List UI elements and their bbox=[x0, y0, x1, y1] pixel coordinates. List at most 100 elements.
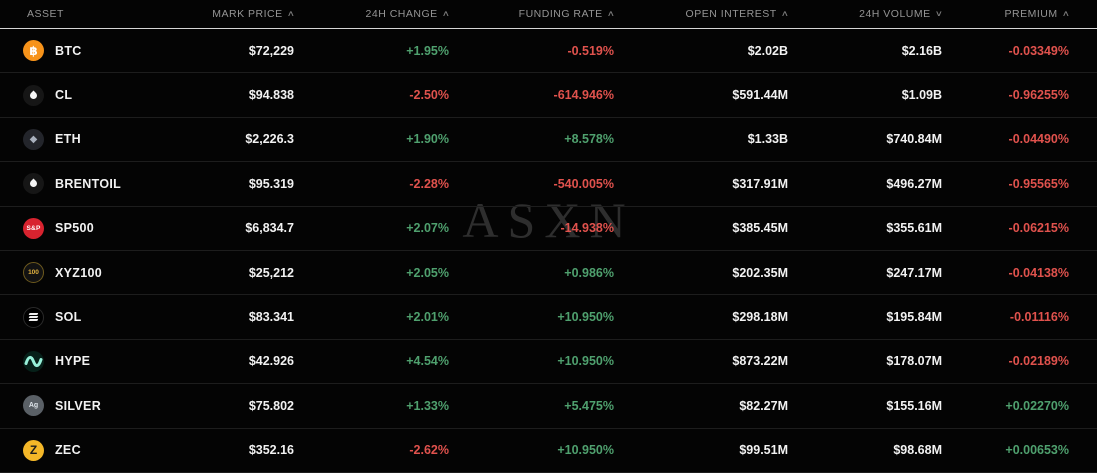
table-header-row: ASSET MARK PRICE ∧ 24H CHANGE ∧ FUNDING … bbox=[0, 0, 1097, 29]
col-header-premium[interactable]: PREMIUM ∧ bbox=[950, 8, 1097, 20]
volume-24h-value: $247.17M bbox=[886, 265, 942, 280]
col-header-asset[interactable]: ASSET bbox=[0, 8, 170, 20]
asset-cell: S&P SP500 bbox=[0, 217, 170, 239]
open-interest-value: $591.44M bbox=[732, 88, 788, 103]
asset-symbol: SOL bbox=[55, 310, 82, 325]
funding-rate-value: -540.005% bbox=[553, 176, 614, 191]
col-header-open-interest-label: OPEN INTEREST bbox=[685, 8, 777, 20]
premium-value: -0.03349% bbox=[1008, 43, 1069, 58]
mark-price-value: $94.838 bbox=[248, 88, 294, 103]
sort-caret-up-icon: ∧ bbox=[780, 9, 790, 18]
table-row[interactable]: CL $94.838 -2.50% -614.946% $591.44M $1.… bbox=[0, 73, 1097, 118]
table-row[interactable]: S&P SP500 $6,834.7 +2.07% -14.938% $385.… bbox=[0, 207, 1097, 251]
asset-cell: Ag SILVER bbox=[0, 395, 170, 417]
asset-symbol: SILVER bbox=[55, 398, 102, 413]
table-row[interactable]: 100 XYZ100 $25,212 +2.05% +0.986% $202.3… bbox=[0, 251, 1097, 296]
mark-price-value: $6,834.7 bbox=[245, 221, 294, 236]
open-interest-value: $298.18M bbox=[732, 310, 788, 325]
sort-caret-up-icon: ∧ bbox=[441, 9, 451, 18]
mark-price-value: $72,229 bbox=[248, 43, 294, 58]
col-header-mark-price-label: MARK PRICE bbox=[212, 8, 283, 20]
col-header-asset-label: ASSET bbox=[27, 8, 64, 20]
funding-rate-value: +10.950% bbox=[557, 310, 614, 325]
premium-value: +0.00653% bbox=[1005, 443, 1069, 458]
asset-cell: HYPE bbox=[0, 350, 170, 372]
asset-symbol: BRENTOIL bbox=[55, 176, 122, 191]
premium-value: +0.02270% bbox=[1005, 398, 1069, 413]
funding-rate-value: -0.519% bbox=[567, 43, 614, 58]
premium-value: -0.95565% bbox=[1008, 176, 1069, 191]
premium-value: -0.06215% bbox=[1008, 221, 1069, 236]
col-header-open-interest[interactable]: OPEN INTEREST ∧ bbox=[622, 8, 796, 20]
asset-cell: ฿ BTC bbox=[0, 40, 170, 62]
asset-symbol: ZEC bbox=[55, 443, 81, 458]
open-interest-value: $99.51M bbox=[739, 443, 788, 458]
watermark: ASXN bbox=[462, 192, 635, 248]
table-row[interactable]: BRENTOIL $95.319 -2.28% -540.005% $317.9… bbox=[0, 162, 1097, 207]
oil-drop-icon bbox=[23, 84, 44, 106]
asset-cell: ◆ ETH bbox=[0, 128, 170, 150]
col-header-funding-rate[interactable]: FUNDING RATE ∧ bbox=[457, 8, 622, 20]
oil-drop-icon bbox=[23, 173, 44, 195]
funding-rate-value: +10.950% bbox=[557, 354, 614, 369]
asset-symbol: CL bbox=[55, 88, 73, 103]
mark-price-value: $95.319 bbox=[248, 176, 294, 191]
volume-24h-value: $178.07M bbox=[886, 354, 942, 369]
open-interest-value: $1.33B bbox=[747, 132, 788, 147]
asset-cell: CL bbox=[0, 84, 170, 106]
funding-rate-value: +8.578% bbox=[564, 132, 614, 147]
asset-symbol: HYPE bbox=[55, 354, 91, 369]
change-24h-value: +1.95% bbox=[406, 43, 449, 58]
change-24h-value: +1.33% bbox=[406, 398, 449, 413]
col-header-funding-rate-label: FUNDING RATE bbox=[518, 8, 603, 20]
table-row[interactable]: ◆ ETH $2,226.3 +1.90% +8.578% $1.33B $74… bbox=[0, 118, 1097, 163]
open-interest-value: $82.27M bbox=[739, 398, 788, 413]
funding-rate-value: -614.946% bbox=[553, 88, 614, 103]
open-interest-value: $2.02B bbox=[747, 43, 788, 58]
asset-symbol: XYZ100 bbox=[55, 265, 102, 280]
table-row[interactable]: Ag SILVER $75.802 +1.33% +5.475% $82.27M… bbox=[0, 384, 1097, 429]
zec-icon: Z bbox=[23, 439, 44, 461]
mark-price-value: $352.16 bbox=[248, 443, 294, 458]
volume-24h-value: $98.68M bbox=[893, 443, 942, 458]
change-24h-value: +2.01% bbox=[406, 310, 449, 325]
asset-symbol: ETH bbox=[55, 132, 81, 147]
col-header-24h-volume[interactable]: 24H VOLUME ∨ bbox=[796, 8, 950, 20]
change-24h-value: +2.05% bbox=[406, 265, 449, 280]
sort-caret-up-icon: ∧ bbox=[286, 9, 296, 18]
asset-cell: 100 XYZ100 bbox=[0, 262, 170, 284]
table-row[interactable]: ฿ BTC $72,229 +1.95% -0.519% $2.02B $2.1… bbox=[0, 29, 1097, 74]
xyz100-icon: 100 bbox=[23, 262, 44, 284]
change-24h-value: -2.50% bbox=[409, 88, 449, 103]
col-header-premium-label: PREMIUM bbox=[1004, 8, 1058, 20]
asset-cell: SOL bbox=[0, 306, 170, 328]
asset-cell: Z ZEC bbox=[0, 439, 170, 461]
funding-rate-value: +5.475% bbox=[564, 398, 614, 413]
change-24h-value: -2.28% bbox=[409, 176, 449, 191]
col-header-mark-price[interactable]: MARK PRICE ∧ bbox=[170, 8, 302, 20]
eth-icon: ◆ bbox=[23, 128, 44, 150]
volume-24h-value: $1.09B bbox=[901, 88, 942, 103]
btc-icon: ฿ bbox=[23, 40, 44, 62]
table-row[interactable]: Z ZEC $352.16 -2.62% +10.950% $99.51M $9… bbox=[0, 429, 1097, 473]
table-row[interactable]: SOL $83.341 +2.01% +10.950% $298.18M $19… bbox=[0, 295, 1097, 340]
change-24h-value: +4.54% bbox=[406, 354, 449, 369]
premium-value: -0.02189% bbox=[1008, 354, 1069, 369]
volume-24h-value: $195.84M bbox=[886, 310, 942, 325]
premium-value: -0.96255% bbox=[1008, 88, 1069, 103]
mark-price-value: $2,226.3 bbox=[245, 132, 294, 147]
volume-24h-value: $740.84M bbox=[886, 132, 942, 147]
premium-value: -0.04490% bbox=[1008, 132, 1069, 147]
asset-cell: BRENTOIL bbox=[0, 173, 170, 195]
table-row[interactable]: HYPE $42.926 +4.54% +10.950% $873.22M $1… bbox=[0, 340, 1097, 385]
sol-icon bbox=[23, 306, 44, 328]
open-interest-value: $317.91M bbox=[732, 176, 788, 191]
table-body: ฿ BTC $72,229 +1.95% -0.519% $2.02B $2.1… bbox=[0, 29, 1097, 473]
col-header-24h-volume-label: 24H VOLUME bbox=[859, 8, 931, 20]
open-interest-value: $873.22M bbox=[732, 354, 788, 369]
col-header-24h-change[interactable]: 24H CHANGE ∧ bbox=[302, 8, 457, 20]
volume-24h-value: $355.61M bbox=[886, 221, 942, 236]
volume-24h-value: $155.16M bbox=[886, 398, 942, 413]
sort-caret-down-icon: ∨ bbox=[934, 9, 944, 18]
silver-icon: Ag bbox=[23, 395, 44, 417]
